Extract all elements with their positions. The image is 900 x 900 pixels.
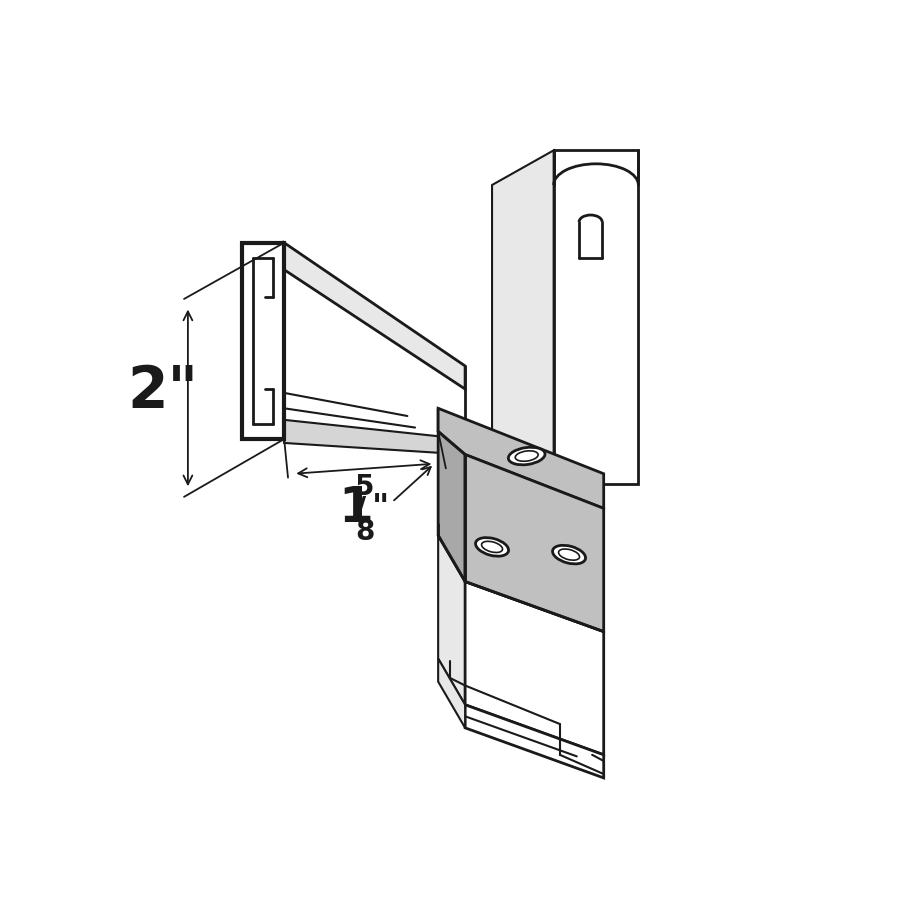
Text: ": " <box>372 492 389 525</box>
Polygon shape <box>438 409 465 581</box>
Polygon shape <box>554 150 638 484</box>
Ellipse shape <box>508 447 545 464</box>
Text: 2": 2" <box>127 363 198 420</box>
Polygon shape <box>284 419 465 454</box>
Polygon shape <box>492 150 554 484</box>
Ellipse shape <box>482 541 502 553</box>
Text: /: / <box>355 495 366 525</box>
Ellipse shape <box>559 549 580 560</box>
Polygon shape <box>438 536 465 705</box>
Ellipse shape <box>515 451 538 462</box>
Polygon shape <box>465 705 604 778</box>
Text: 1: 1 <box>338 484 373 533</box>
Ellipse shape <box>475 537 508 556</box>
Polygon shape <box>465 454 604 632</box>
Text: 5: 5 <box>355 472 374 500</box>
Ellipse shape <box>553 545 586 564</box>
Polygon shape <box>242 243 284 439</box>
Polygon shape <box>465 581 604 755</box>
Polygon shape <box>438 409 604 508</box>
Text: 8: 8 <box>355 518 374 545</box>
Polygon shape <box>284 243 465 389</box>
Polygon shape <box>438 659 465 728</box>
